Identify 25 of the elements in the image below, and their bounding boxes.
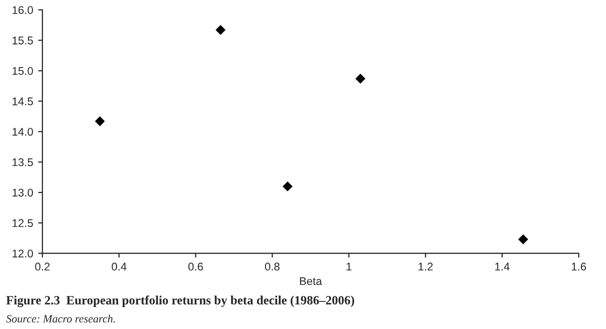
y-tick-label: 15.5 (12, 36, 33, 44)
point (356, 74, 366, 84)
y-tick-label: 15.0 (12, 67, 33, 75)
x-tick-label: 1 (346, 262, 352, 270)
point (282, 182, 292, 192)
point (216, 25, 226, 35)
source-note: Source: Macro research. (6, 314, 115, 323)
text: Figure 2.3 European portfolio returns by beta decile (1986–2006) (6, 296, 354, 308)
y-tick-label: 14.0 (12, 128, 33, 136)
x-tick-label: 0.6 (188, 262, 203, 271)
point (95, 116, 105, 126)
y-tick-label: 13.0 (12, 188, 33, 197)
y-tick-label: 12.0 (12, 250, 33, 258)
x-tick-label: 0.8 (264, 262, 280, 271)
y-tick-label: 13.5 (12, 158, 33, 166)
y-tick-label: 16.0 (12, 6, 33, 14)
x-tick-label: 0.4 (112, 262, 126, 271)
y-tick-label: 12.5 (12, 219, 33, 228)
y-tick-label: 14.5 (12, 98, 33, 106)
x-tick-label: 1.4 (495, 262, 510, 270)
x-tick-label: 1.2 (418, 262, 433, 270)
point (518, 234, 528, 244)
x-tick-label: 0.2 (35, 262, 50, 271)
x-tick-label: 1.6 (572, 262, 586, 271)
x-axis-title: Beta (300, 277, 322, 286)
